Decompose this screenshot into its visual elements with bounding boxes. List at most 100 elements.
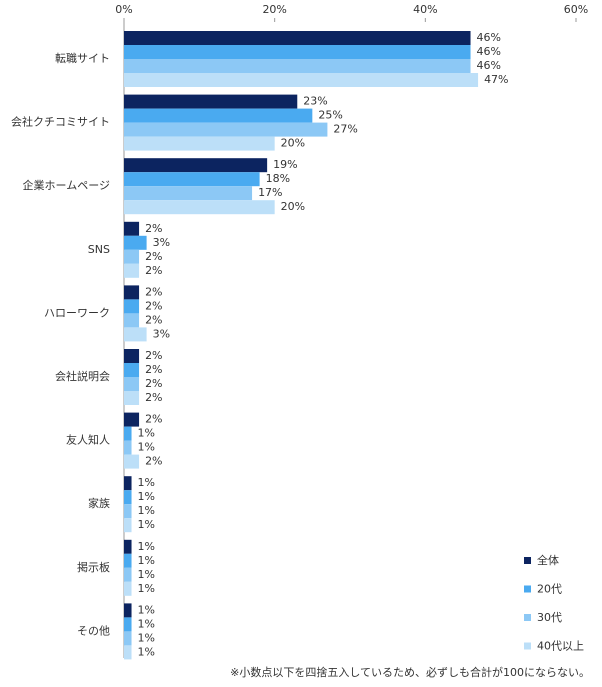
value-label: 1%	[138, 540, 155, 553]
value-label: 2%	[145, 313, 162, 326]
value-label: 2%	[145, 413, 162, 426]
bar	[124, 263, 140, 278]
value-label: 17%	[258, 186, 282, 199]
value-label: 2%	[145, 264, 162, 277]
value-label: 23%	[303, 95, 327, 108]
bar	[124, 603, 132, 618]
bar	[124, 412, 140, 427]
value-label: 46%	[477, 59, 501, 72]
bar	[124, 581, 132, 596]
y-tick-label: その他	[77, 624, 110, 637]
y-tick-label: 家族	[88, 496, 110, 510]
x-tick-label: 0%	[115, 3, 132, 16]
bar	[124, 426, 132, 441]
bar	[124, 200, 275, 215]
bar	[124, 454, 140, 469]
value-label: 1%	[138, 476, 155, 489]
y-tick-label: 会社クチコミサイト	[11, 115, 110, 129]
x-tick-label: 20%	[262, 3, 286, 16]
bar	[124, 221, 140, 236]
value-label: 2%	[145, 455, 162, 468]
value-label: 2%	[145, 349, 162, 362]
bar	[124, 122, 328, 137]
bar	[124, 108, 313, 123]
value-label: 1%	[138, 441, 155, 454]
bar	[124, 235, 147, 250]
value-label: 1%	[138, 490, 155, 503]
legend-swatch	[524, 585, 531, 593]
value-label: 25%	[318, 109, 342, 122]
bar	[124, 440, 132, 455]
y-tick-label: ハローワーク	[44, 306, 110, 319]
value-label: 1%	[138, 603, 155, 616]
bar	[124, 94, 298, 109]
bar	[124, 31, 471, 45]
value-label: 46%	[477, 45, 501, 58]
footnote: ※小数点以下を四捨五入しているため、必ずしも合計が100にならない。	[230, 665, 590, 679]
value-label: 2%	[145, 222, 162, 235]
legend-swatch	[524, 557, 531, 564]
value-label: 18%	[266, 172, 290, 185]
value-label: 20%	[281, 200, 305, 213]
value-label: 2%	[145, 391, 162, 404]
value-label: 2%	[145, 363, 162, 376]
y-tick-label: 転職サイト	[55, 52, 110, 65]
value-label: 20%	[281, 137, 305, 150]
y-tick-label: 会社説明会	[55, 369, 110, 383]
value-label: 1%	[138, 568, 155, 581]
bar	[124, 136, 275, 151]
bar	[124, 490, 132, 505]
bar	[124, 172, 260, 187]
bar	[124, 285, 140, 300]
value-label: 2%	[145, 250, 162, 263]
bar	[124, 249, 140, 264]
value-label: 2%	[145, 285, 162, 298]
bar	[124, 553, 132, 568]
legend-swatch	[524, 642, 531, 650]
value-label: 1%	[138, 554, 155, 567]
bar	[124, 391, 140, 405]
value-label: 3%	[153, 327, 170, 340]
value-label: 46%	[477, 31, 501, 44]
x-tick-label: 60%	[564, 3, 588, 16]
bar	[124, 313, 140, 328]
bar	[124, 349, 140, 363]
bar	[124, 59, 471, 73]
bar	[124, 504, 132, 519]
bar	[124, 186, 253, 201]
bar	[124, 377, 140, 391]
bar	[124, 327, 147, 342]
bar	[124, 567, 132, 582]
bar	[124, 617, 132, 632]
bar	[124, 631, 132, 646]
value-label: 19%	[273, 158, 297, 171]
value-label: 3%	[153, 236, 170, 249]
value-label: 1%	[138, 631, 155, 644]
value-label: 1%	[138, 617, 155, 630]
y-tick-label: 企業ホームページ	[23, 178, 110, 192]
legend-label: 全体	[537, 553, 559, 567]
bar	[124, 645, 132, 660]
legend-label: 40代以上	[537, 640, 584, 653]
value-label: 1%	[138, 582, 155, 595]
x-tick-label: 40%	[413, 3, 437, 16]
value-label: 1%	[138, 504, 155, 517]
bar	[124, 158, 268, 173]
bar	[124, 539, 132, 554]
legend-swatch	[524, 614, 531, 621]
bar	[124, 45, 471, 59]
value-label: 1%	[138, 645, 155, 658]
bar	[124, 299, 140, 314]
legend-label: 30代	[537, 611, 562, 624]
y-tick-label: 友人知人	[66, 433, 110, 447]
bar	[124, 518, 132, 533]
value-label: 1%	[138, 518, 155, 531]
bar	[124, 363, 140, 377]
bar	[124, 73, 479, 87]
value-label: 2%	[145, 377, 162, 390]
value-label: 47%	[484, 73, 508, 86]
bar	[124, 476, 132, 491]
legend-label: 20代	[537, 583, 562, 596]
value-label: 27%	[333, 123, 357, 136]
